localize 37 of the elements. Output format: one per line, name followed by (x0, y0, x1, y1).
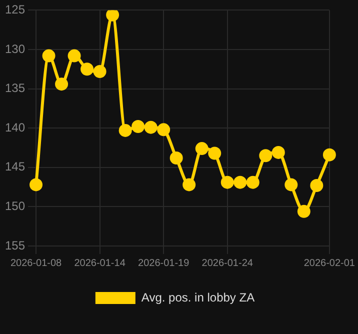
y-tick-label: 140 (4, 120, 26, 134)
point (208, 146, 222, 160)
point (55, 78, 68, 91)
point (322, 148, 336, 162)
x-tick-label: 2026-01-24 (202, 258, 254, 269)
y-tick-label: 135 (4, 81, 26, 96)
point (118, 124, 132, 137)
point (106, 10, 120, 22)
point (80, 62, 94, 76)
point (284, 178, 298, 192)
y-tick-label: 130 (4, 42, 26, 56)
point (272, 146, 285, 159)
point (93, 65, 106, 78)
point (30, 178, 43, 192)
point (297, 204, 310, 218)
point (144, 120, 158, 134)
y-tick-label: 150 (4, 199, 26, 214)
point (234, 176, 247, 189)
point (68, 49, 81, 62)
point (220, 176, 234, 189)
point (42, 49, 56, 62)
legend-label: Avg. pos. in lobby ZA (141, 290, 255, 304)
point (259, 149, 272, 162)
y-tick-label: 155 (4, 238, 26, 252)
point (170, 151, 183, 164)
x-tick-label: 2026-02-01 (304, 258, 356, 269)
y-tick-label: 145 (4, 160, 26, 174)
point (310, 178, 324, 192)
x-tick-label: 2026-01-19 (138, 258, 190, 269)
x-tick-label: 2026-01-14 (74, 258, 126, 269)
point (157, 123, 170, 136)
point (132, 120, 145, 134)
y-tick-label: 125 (4, 2, 26, 17)
point (182, 178, 196, 192)
point (195, 142, 208, 156)
x-tick-label: 2026-01-08 (10, 258, 62, 269)
point (246, 176, 260, 189)
